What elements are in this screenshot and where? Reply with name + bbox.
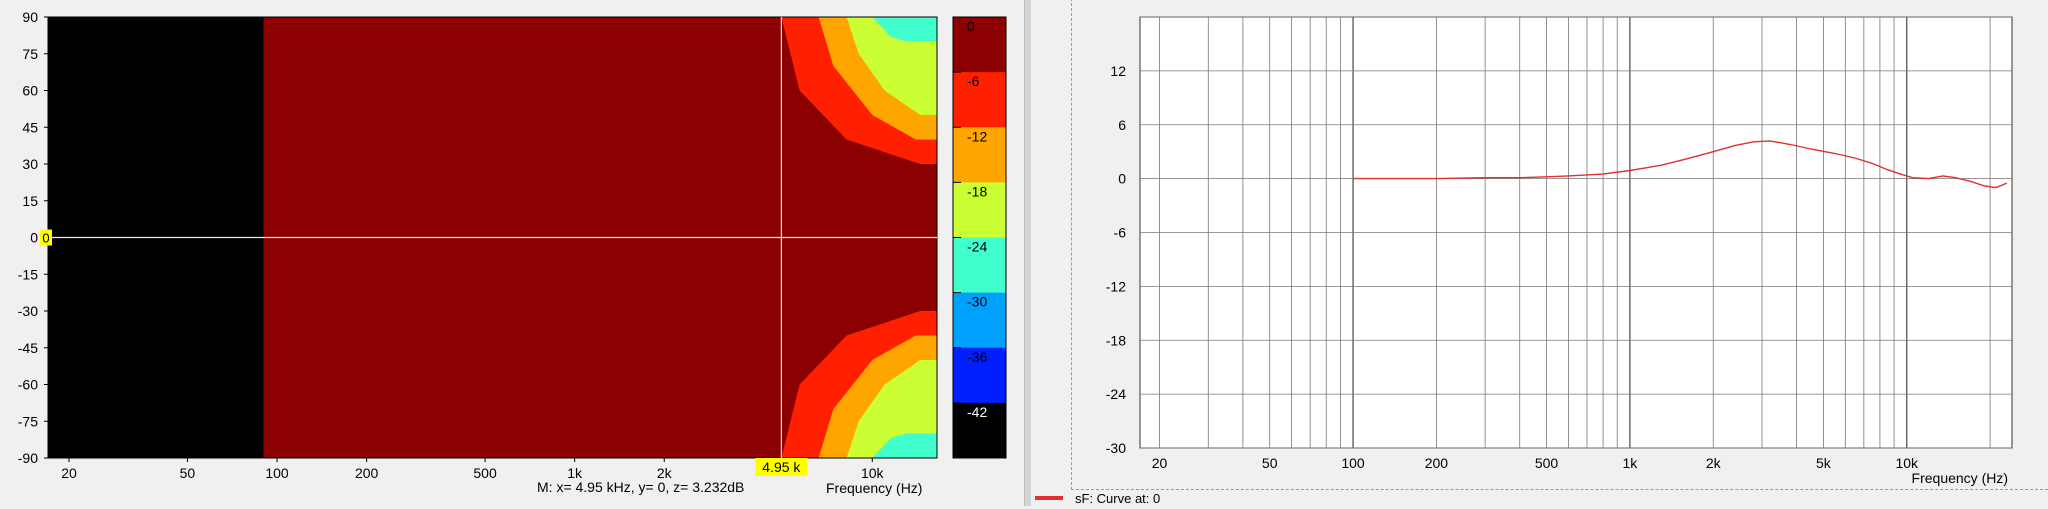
- y-tick-label: -30: [1106, 440, 1126, 456]
- marker-y-label-bg: [40, 229, 52, 246]
- colorbar-band: [953, 237, 1006, 294]
- y-tick-label: 0: [30, 230, 38, 246]
- colorbar-tick-label: -24: [967, 239, 987, 255]
- y-tick-label: 15: [22, 193, 38, 209]
- y-tick-label: 90: [22, 9, 38, 25]
- y-tick-label: -30: [18, 303, 38, 319]
- x-tick-label: 200: [1425, 455, 1449, 471]
- x-tick-label: 2k: [657, 465, 673, 481]
- y-tick-label: 45: [22, 119, 38, 135]
- colorbar-band: [953, 17, 1006, 73]
- x-tick-label: 200: [355, 465, 379, 481]
- y-tick-label: -6: [1114, 225, 1127, 241]
- x-tick-label: 20: [1152, 455, 1168, 471]
- x-tick-label: 100: [1341, 455, 1365, 471]
- colorbar-tick-label: -30: [967, 294, 987, 310]
- x-axis-title: Frequency (Hz): [826, 480, 922, 496]
- y-tick-label: -12: [1106, 278, 1126, 294]
- colorbar-band: [953, 292, 1006, 349]
- colorbar-tick-label: 0: [967, 18, 975, 34]
- colorbar-band: [953, 347, 1006, 404]
- marker-y-label: 0: [42, 231, 49, 246]
- frequency-response-chart[interactable]: 12 6 0 -6 -12 -18 -24 -30 20 50 100 200 500 1k 2k 5k 10k…: [1031, 0, 2048, 506]
- response-curve: [1353, 140, 2008, 189]
- y-tick-label: -75: [18, 413, 38, 429]
- x-tick-label: 10k: [861, 465, 885, 481]
- contour-lower-minus24: [872, 433, 937, 458]
- y-tick-label: 6: [1118, 117, 1126, 133]
- x-tick-label: 50: [180, 465, 196, 481]
- line-plot-area: [1139, 16, 2013, 449]
- colorbar-tick-label: -6: [967, 73, 980, 89]
- colorbar: 0 -6 -12 -18 -24 -30 -36 -42: [952, 16, 1007, 459]
- y-tick-label: 60: [22, 83, 38, 99]
- y-tick-label: 30: [22, 156, 38, 172]
- marker-readout: M: x= 4.95 kHz, y= 0, z= 3.232dB: [537, 479, 745, 495]
- x-tick-label: 500: [473, 465, 497, 481]
- y-tick-label: -90: [18, 450, 38, 466]
- marker-x-label: 4.95 k: [762, 459, 801, 475]
- y-tick-label: -60: [18, 377, 38, 393]
- colorbar-band: [953, 127, 1006, 183]
- x-tick-label: 500: [1535, 455, 1559, 471]
- x-axis-title: Frequency (Hz): [1912, 470, 2008, 486]
- x-tick-label: 1k: [1622, 455, 1638, 471]
- legend-swatch: [1035, 496, 1063, 500]
- x-tick-label: 20: [61, 465, 77, 481]
- gridlines: [1140, 16, 2012, 449]
- x-tick-label: 10k: [1895, 455, 1919, 471]
- heatmap-plot-area: [47, 16, 938, 459]
- x-tick-label: 1k: [567, 465, 583, 481]
- colorbar-tick-label: -42: [967, 404, 987, 420]
- colorbar-tick-label: -36: [967, 349, 987, 365]
- colorbar-band: [953, 72, 1006, 128]
- y-tick-label: 75: [22, 46, 38, 62]
- frequency-response-panel: 12 6 0 -6 -12 -18 -24 -30 20 50 100 200 500 1k 2k 5k 10k…: [1031, 0, 2048, 506]
- y-tick-label: -45: [18, 340, 38, 356]
- colorbar-tick-label: -12: [967, 128, 987, 144]
- x-tick-label: 100: [265, 465, 289, 481]
- y-tick-label: -18: [1106, 332, 1126, 348]
- colorbar-band: [953, 402, 1006, 459]
- y-tick-label: 0: [1118, 171, 1126, 187]
- x-tick-label: 5k: [1816, 455, 1832, 471]
- colorbar-tick-label: -18: [967, 183, 987, 199]
- colorbar-band: [953, 182, 1006, 238]
- y-tick-label: -15: [18, 266, 38, 282]
- y-tick-label: 12: [1110, 63, 1126, 79]
- contour-upper-minus24: [872, 17, 937, 42]
- polar-map-panel: 90 75 60 45 30 15 0 -15 -30 -45 -60 -75 -90 20 50 100 20…: [0, 0, 1024, 506]
- y-tick-label: -24: [1106, 386, 1126, 402]
- marker-x-label-bg: [755, 458, 808, 476]
- legend-label: sF: Curve at: 0: [1075, 491, 1161, 506]
- x-tick-label: 2k: [1706, 455, 1722, 471]
- x-tick-label: 50: [1262, 455, 1278, 471]
